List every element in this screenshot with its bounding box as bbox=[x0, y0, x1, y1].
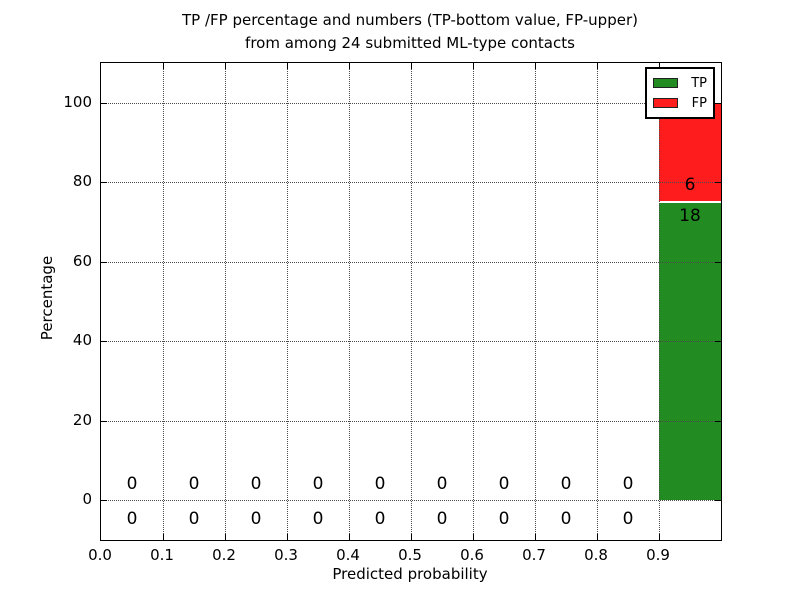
fp-count-label: 0 bbox=[188, 473, 200, 494]
x-tick-mark-bottom bbox=[287, 534, 288, 540]
x-tick-mark-top bbox=[287, 63, 288, 69]
x-tick-label: 0.8 bbox=[584, 546, 608, 564]
legend: TP FP bbox=[645, 67, 715, 119]
chart-title: TP /FP percentage and numbers (TP-bottom… bbox=[100, 9, 720, 55]
y-tick-mark-left bbox=[101, 261, 107, 263]
y-tick-mark-left bbox=[101, 500, 107, 502]
y-tick-mark-left bbox=[101, 102, 107, 104]
tp-count-label: 0 bbox=[188, 509, 200, 530]
tp-count-label: 0 bbox=[622, 509, 634, 530]
tp-count-label: 18 bbox=[679, 206, 701, 227]
x-tick-mark-top bbox=[473, 63, 474, 69]
x-tick-label: 0.1 bbox=[150, 546, 174, 564]
legend-label: TP bbox=[691, 75, 707, 91]
bar-fp-segment bbox=[659, 102, 721, 203]
fp-count-label: 6 bbox=[684, 175, 696, 196]
y-tick-label: 0 bbox=[82, 490, 92, 509]
x-tick-mark-top bbox=[659, 63, 660, 69]
y-tick-label: 20 bbox=[72, 410, 92, 429]
y-tick-label: 80 bbox=[72, 172, 92, 191]
fp-count-label: 0 bbox=[250, 473, 262, 494]
x-tick-label: 0.3 bbox=[274, 546, 298, 564]
y-tick-mark-right bbox=[715, 102, 721, 104]
x-tick-label: 0.2 bbox=[212, 546, 236, 564]
v-gridline bbox=[473, 63, 474, 540]
y-tick-mark-right bbox=[715, 182, 721, 184]
y-tick-mark-left bbox=[101, 341, 107, 343]
x-tick-label: 0.7 bbox=[522, 546, 546, 564]
x-tick-mark-bottom bbox=[225, 534, 226, 540]
tp-count-label: 0 bbox=[312, 509, 324, 530]
tp-swatch-icon bbox=[653, 78, 678, 88]
y-tick-label: 100 bbox=[63, 92, 92, 111]
y-tick-mark-right bbox=[715, 500, 721, 502]
v-gridline bbox=[535, 63, 536, 540]
fp-swatch-icon bbox=[653, 98, 678, 108]
legend-item: FP bbox=[653, 93, 707, 113]
x-tick-mark-top bbox=[411, 63, 412, 69]
x-tick-mark-bottom bbox=[535, 534, 536, 540]
y-tick-label: 40 bbox=[72, 331, 92, 350]
chart-title-line2: from among 24 submitted ML-type contacts bbox=[245, 34, 575, 52]
fp-count-label: 0 bbox=[560, 473, 572, 494]
legend-item: TP bbox=[653, 73, 707, 93]
x-tick-label: 0.4 bbox=[336, 546, 360, 564]
plot-area: 0 0 0 0 0 0 0 0 0 0 0 0 0 0 0 0 0 0 6 18 bbox=[100, 62, 722, 541]
v-gridline bbox=[597, 63, 598, 540]
bar-segment-divider bbox=[659, 201, 721, 204]
tp-count-label: 0 bbox=[126, 509, 138, 530]
v-gridline bbox=[659, 63, 660, 540]
v-gridline bbox=[163, 63, 164, 540]
x-tick-mark-top bbox=[535, 63, 536, 69]
x-tick-mark-top bbox=[163, 63, 164, 69]
x-tick-mark-top bbox=[349, 63, 350, 69]
v-gridline bbox=[411, 63, 412, 540]
x-tick-label: 0.0 bbox=[88, 546, 112, 564]
x-tick-mark-bottom bbox=[659, 534, 660, 540]
x-tick-mark-bottom bbox=[473, 534, 474, 540]
v-gridline bbox=[349, 63, 350, 540]
v-gridline bbox=[225, 63, 226, 540]
chart-title-line1: TP /FP percentage and numbers (TP-bottom… bbox=[182, 11, 638, 29]
legend-label: FP bbox=[691, 95, 707, 111]
x-tick-label: 0.5 bbox=[398, 546, 422, 564]
y-tick-mark-left bbox=[101, 420, 107, 422]
fp-count-label: 0 bbox=[374, 473, 386, 494]
x-tick-mark-top bbox=[597, 63, 598, 69]
x-tick-mark-bottom bbox=[349, 534, 350, 540]
bar-tp-segment bbox=[659, 202, 721, 501]
tp-count-label: 0 bbox=[250, 509, 262, 530]
fp-count-label: 0 bbox=[622, 473, 634, 494]
x-tick-label: 0.9 bbox=[646, 546, 670, 564]
tp-count-label: 0 bbox=[436, 509, 448, 530]
x-tick-mark-bottom bbox=[411, 534, 412, 540]
fp-count-label: 0 bbox=[312, 473, 324, 494]
y-tick-mark-right bbox=[715, 420, 721, 422]
fp-count-label: 0 bbox=[436, 473, 448, 494]
x-tick-mark-bottom bbox=[163, 534, 164, 540]
x-tick-mark-bottom bbox=[597, 534, 598, 540]
x-tick-mark-top bbox=[225, 63, 226, 69]
y-tick-mark-left bbox=[101, 182, 107, 184]
x-axis-label: Predicted probability bbox=[332, 565, 488, 583]
fp-count-label: 0 bbox=[126, 473, 138, 494]
fp-count-label: 0 bbox=[498, 473, 510, 494]
y-tick-label: 60 bbox=[72, 251, 92, 270]
x-tick-label: 0.6 bbox=[460, 546, 484, 564]
v-gridline bbox=[287, 63, 288, 540]
tp-count-label: 0 bbox=[498, 509, 510, 530]
y-tick-mark-right bbox=[715, 341, 721, 343]
y-tick-mark-right bbox=[715, 261, 721, 263]
tp-count-label: 0 bbox=[374, 509, 386, 530]
tp-count-label: 0 bbox=[560, 509, 572, 530]
